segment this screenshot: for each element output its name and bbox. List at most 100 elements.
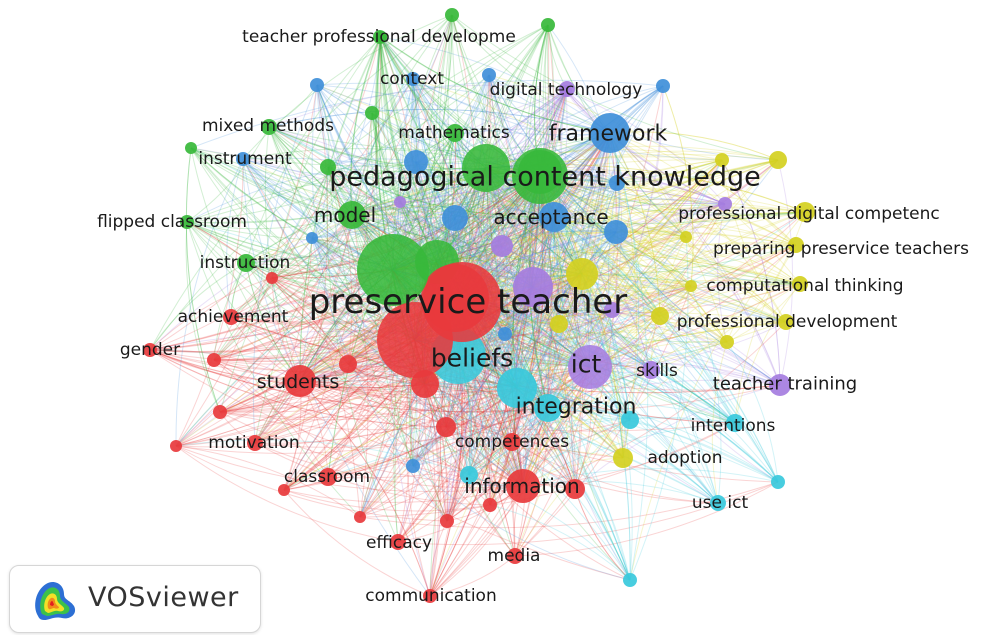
link-line <box>350 36 381 216</box>
node-flipped-classroom[interactable] <box>180 215 194 229</box>
node-unlabeled[interactable] <box>320 159 336 175</box>
node-preservice-teacher[interactable] <box>422 262 502 342</box>
node-unlabeled[interactable] <box>513 267 553 307</box>
link-line <box>380 36 787 323</box>
node-unlabeled[interactable] <box>339 355 357 373</box>
node-unlabeled[interactable] <box>436 417 456 437</box>
node-unlabeled[interactable] <box>213 405 227 419</box>
node-information[interactable] <box>506 469 540 503</box>
node-unlabeled[interactable] <box>550 315 568 333</box>
node-digital-technology[interactable] <box>559 81 575 97</box>
node-intentions[interactable] <box>726 414 744 432</box>
node-efficacy[interactable] <box>390 534 406 550</box>
link-line <box>268 126 487 170</box>
node-mixed-methods[interactable] <box>261 119 277 135</box>
node-communication[interactable] <box>423 589 437 603</box>
node-computational-thinking[interactable] <box>792 276 808 292</box>
link-line <box>514 283 801 557</box>
link-line <box>347 214 360 365</box>
node-framework[interactable] <box>590 113 630 153</box>
link-line <box>609 132 661 317</box>
node-unlabeled[interactable] <box>406 459 420 473</box>
node-unlabeled[interactable] <box>404 150 428 174</box>
node-gender[interactable] <box>143 343 157 357</box>
node-instrument[interactable] <box>236 152 250 166</box>
node-unlabeled[interactable] <box>609 175 625 191</box>
node-preparing-preservice-teachers[interactable] <box>788 237 804 253</box>
node-unlabeled[interactable] <box>718 197 732 211</box>
node-ict[interactable] <box>568 345 612 389</box>
node-unlabeled[interactable] <box>769 151 787 169</box>
node-unlabeled[interactable] <box>491 235 513 257</box>
node-unlabeled[interactable] <box>440 514 454 528</box>
node-unlabeled[interactable] <box>623 573 637 587</box>
node-competences[interactable] <box>503 433 521 451</box>
link-line <box>351 214 503 247</box>
node-unlabeled[interactable] <box>365 106 379 120</box>
node-teacher-professional-development[interactable] <box>373 30 387 44</box>
node-unlabeled[interactable] <box>680 231 692 243</box>
link-line <box>351 14 453 216</box>
node-unlabeled[interactable] <box>266 272 278 284</box>
node-unlabeled[interactable] <box>604 220 628 244</box>
node-unlabeled[interactable] <box>771 475 785 489</box>
node-media[interactable] <box>507 548 523 564</box>
node-classroom[interactable] <box>319 468 337 486</box>
link-line <box>283 84 329 491</box>
node-unlabeled[interactable] <box>445 8 459 22</box>
link-line <box>351 214 534 288</box>
node-unlabeled[interactable] <box>185 142 197 154</box>
node-unlabeled[interactable] <box>720 335 734 349</box>
node-unlabeled[interactable] <box>482 68 496 82</box>
node-unlabeled[interactable] <box>394 196 406 208</box>
vosviewer-logo-text: VOSviewer <box>88 582 239 613</box>
node-acceptance[interactable] <box>539 202 569 232</box>
node-pedagogical-content-knowledge[interactable] <box>512 148 568 204</box>
link-line <box>522 159 723 487</box>
node-use-ict[interactable] <box>710 495 726 511</box>
node-unlabeled[interactable] <box>462 144 510 192</box>
node-unlabeled[interactable] <box>685 280 697 292</box>
node-unlabeled[interactable] <box>566 258 598 290</box>
node-context[interactable] <box>406 72 420 86</box>
node-unlabeled[interactable] <box>534 394 562 422</box>
link-line <box>299 380 447 428</box>
node-unlabeled[interactable] <box>498 327 512 341</box>
node-unlabeled[interactable] <box>170 440 182 452</box>
link-line <box>609 131 779 161</box>
node-unlabeled[interactable] <box>565 479 585 499</box>
node-unlabeled[interactable] <box>604 302 620 318</box>
node-unlabeled[interactable] <box>651 307 669 325</box>
node-adoption[interactable] <box>613 448 633 468</box>
node-unlabeled[interactable] <box>460 466 478 484</box>
node-unlabeled[interactable] <box>278 484 290 496</box>
node-mathematics[interactable] <box>446 124 464 142</box>
node-unlabeled[interactable] <box>656 79 670 93</box>
node-unlabeled[interactable] <box>306 232 318 244</box>
link-line <box>609 132 728 343</box>
node-skills[interactable] <box>642 361 660 379</box>
node-unlabeled[interactable] <box>541 18 555 32</box>
node-professional-development[interactable] <box>778 314 794 330</box>
node-unlabeled[interactable] <box>310 78 324 92</box>
node-unlabeled[interactable] <box>207 353 221 367</box>
node-model[interactable] <box>338 201 366 229</box>
link-line <box>468 216 555 476</box>
node-professional-digital-competence[interactable] <box>795 202 815 222</box>
node-instruction[interactable] <box>237 254 255 272</box>
node-motivation[interactable] <box>247 435 263 451</box>
node-unlabeled[interactable] <box>483 498 497 512</box>
link-line <box>351 185 806 216</box>
node-unlabeled[interactable] <box>354 511 366 523</box>
node-unlabeled[interactable] <box>715 153 729 167</box>
node-teacher-training[interactable] <box>769 374 791 396</box>
node-achievement[interactable] <box>223 309 239 325</box>
label-integration: integration <box>516 395 637 420</box>
node-integration[interactable] <box>497 368 537 408</box>
node-unlabeled[interactable] <box>621 411 639 429</box>
link-line <box>175 158 244 447</box>
node-unlabeled[interactable] <box>357 234 429 306</box>
node-unlabeled[interactable] <box>442 205 468 231</box>
node-students[interactable] <box>284 365 316 397</box>
